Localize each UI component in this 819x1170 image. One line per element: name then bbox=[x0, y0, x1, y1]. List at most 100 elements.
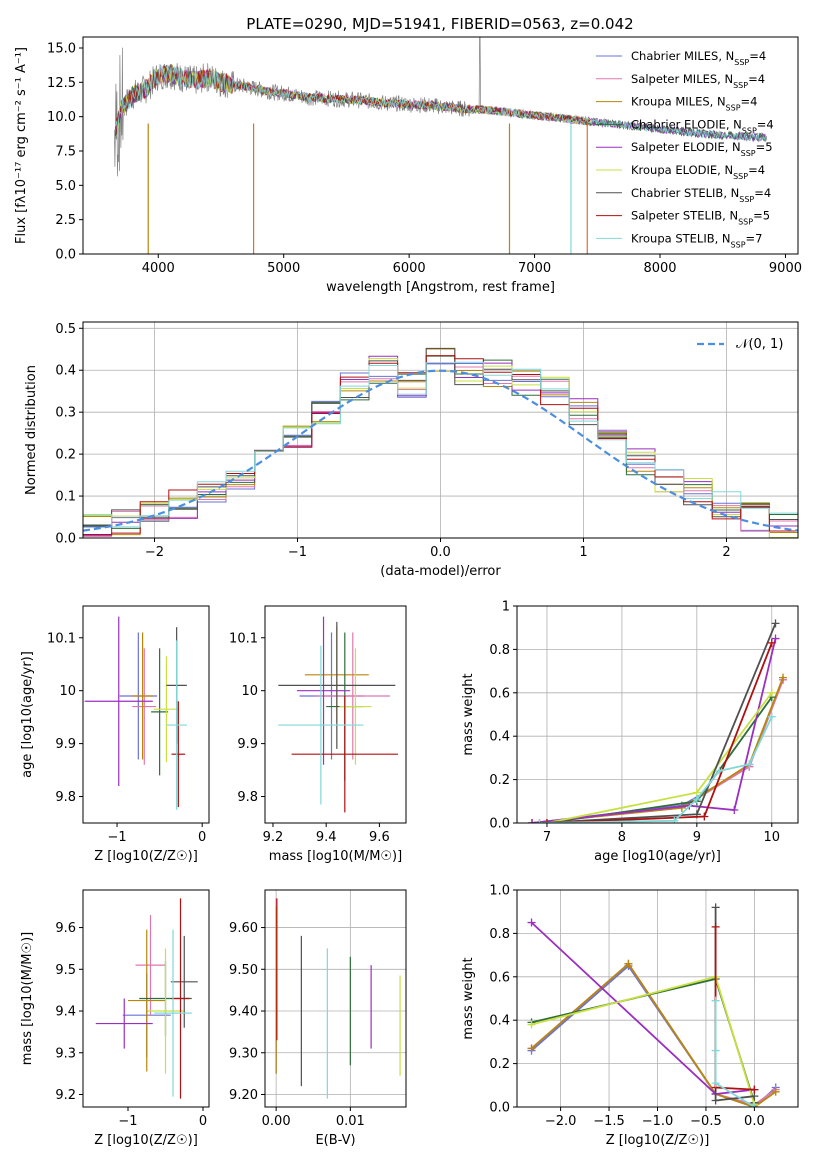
weight-marker bbox=[624, 959, 633, 968]
x-axis-label: Z [log10(Z/Z☉)] bbox=[94, 1133, 198, 1148]
weight-line-7 bbox=[714, 926, 755, 1091]
axes-frame bbox=[516, 889, 799, 1108]
y-tick-label: 9.3 bbox=[55, 1046, 76, 1061]
weight-marker bbox=[700, 812, 709, 821]
y-tick-label: 1.0 bbox=[489, 884, 510, 899]
figure-title: PLATE=0290, MJD=51941, FIBERID=0563, z=0… bbox=[246, 15, 633, 33]
legend-entry: Salpeter ELODIE, NSSP=5 bbox=[631, 140, 773, 158]
legend-entry: Chabrier MILES, NSSP=4 bbox=[631, 49, 766, 67]
y-tick-label: 2.5 bbox=[55, 213, 76, 228]
weight-marker bbox=[527, 918, 536, 927]
weight-line-4 bbox=[530, 921, 755, 1095]
x-axis-label: mass [log10(M/M☉)] bbox=[269, 849, 402, 864]
x-tick-label: −1.5 bbox=[593, 1114, 625, 1129]
y-tick-label: 9.50 bbox=[229, 963, 258, 978]
y-tick-label: 9.9 bbox=[55, 737, 76, 752]
axes-frame bbox=[82, 36, 799, 255]
x-tick-label: 9.4 bbox=[316, 830, 337, 845]
plot-area bbox=[527, 903, 780, 1107]
panel-Z-age: −1 0 9.8 9.9 10 10.1 Z [log10(Z/Z☉)] age [log10… bbox=[20, 605, 210, 864]
weight-marker bbox=[745, 760, 754, 769]
y-tick-label: 10 bbox=[59, 684, 76, 699]
legend-entry: 𝒩(0, 1) bbox=[736, 337, 783, 352]
panel-residuals: −2 −1 0.0 1 2 0.0 0.1 0.2 0.3 0.4 0.5 (data-model)/… bbox=[24, 321, 799, 579]
x-tick-label: 9.6 bbox=[369, 830, 390, 845]
y-tick-label: 0.2 bbox=[489, 1057, 510, 1072]
y-axis-label: Flux [fλ10⁻¹⁷ erg cm⁻² s⁻¹ A⁻¹] bbox=[14, 47, 29, 244]
weight-marker bbox=[750, 1085, 759, 1094]
y-tick-label: 10.1 bbox=[47, 631, 76, 646]
weight-marker bbox=[767, 712, 776, 721]
y-tick-label: 0.0 bbox=[55, 532, 76, 547]
x-axis-label: Z [log10(Z/Z☉)] bbox=[606, 1133, 710, 1148]
x-axis-label: wavelength [Angstrom, rest frame] bbox=[326, 280, 555, 295]
weight-line-8 bbox=[539, 716, 773, 823]
y-axis-label: Normed distribution bbox=[24, 365, 39, 495]
x-tick-label: 0.0 bbox=[430, 545, 451, 560]
panel-spectrum: 4000 5000 6000 7000 8000 9000 0.0 2.5 5.0 7.5 10.0… bbox=[14, 36, 802, 295]
plot-area bbox=[278, 616, 399, 813]
x-tick-label: 9.2 bbox=[263, 830, 284, 845]
x-axis-label: Z [log10(Z/Z☉)] bbox=[94, 849, 198, 864]
y-tick-label: 7.5 bbox=[55, 144, 76, 159]
y-tick-label: 10 bbox=[241, 684, 258, 699]
axes-frame bbox=[82, 321, 799, 539]
y-tick-label: 9.8 bbox=[237, 790, 258, 805]
y-tick-label: 0.6 bbox=[489, 686, 510, 701]
plot-area bbox=[527, 619, 788, 823]
weight-marker bbox=[677, 803, 686, 812]
x-tick-label: −2.0 bbox=[545, 1114, 577, 1129]
y-tick-label: 0.3 bbox=[55, 406, 76, 421]
weight-marker bbox=[711, 1079, 720, 1088]
weight-marker bbox=[730, 805, 739, 814]
x-axis-label: age [log10(age/yr)] bbox=[594, 849, 721, 864]
x-tick-label: 8000 bbox=[643, 261, 676, 276]
y-tick-label: 9.30 bbox=[229, 1046, 258, 1061]
axes-frame bbox=[82, 889, 210, 1108]
y-tick-label: 1 bbox=[502, 600, 510, 615]
x-tick-label: 7000 bbox=[518, 261, 551, 276]
model-line-7 bbox=[115, 64, 591, 137]
weight-marker bbox=[527, 819, 536, 823]
weight-marker bbox=[779, 673, 788, 682]
x-tick-label: 10 bbox=[763, 830, 780, 845]
weight-line-8 bbox=[714, 1000, 755, 1107]
legend-entry: Kroupa MILES, NSSP=4 bbox=[631, 95, 757, 113]
weight-marker bbox=[692, 795, 701, 804]
weight-marker bbox=[711, 1096, 720, 1105]
chart-layer: 4000 5000 6000 7000 8000 90000.02.55.07.510.0… bbox=[14, 36, 802, 1148]
legend-entry: Salpeter MILES, NSSP=4 bbox=[631, 72, 765, 90]
x-tick-label: 0.0 bbox=[744, 1114, 765, 1129]
y-tick-label: 0.1 bbox=[55, 490, 76, 505]
weight-marker bbox=[711, 922, 720, 931]
weight-marker bbox=[542, 819, 551, 823]
y-tick-label: 0.6 bbox=[489, 970, 510, 985]
plot-area bbox=[84, 616, 187, 810]
x-axis-label: (data-model)/error bbox=[380, 564, 501, 579]
y-tick-label: 0.0 bbox=[489, 1101, 510, 1116]
y-axis-label: age [log10(age/yr)] bbox=[20, 651, 35, 778]
y-tick-label: 0.5 bbox=[55, 322, 76, 337]
normal-curve bbox=[83, 369, 798, 532]
y-tick-label: 15.0 bbox=[47, 41, 76, 56]
y-tick-label: 9.6 bbox=[55, 921, 76, 936]
y-tick-label: 9.9 bbox=[237, 737, 258, 752]
panel-mass-age: 9.2 9.4 9.6 9.8 9.9 10 10.1 mass [log10(M/M☉)] bbox=[229, 605, 407, 864]
y-tick-label: 0.0 bbox=[489, 817, 510, 832]
x-tick-label: 4000 bbox=[142, 261, 175, 276]
y-tick-label: 12.5 bbox=[47, 76, 76, 91]
histogram-8 bbox=[83, 361, 798, 538]
x-tick-label: −1.0 bbox=[642, 1114, 674, 1129]
y-tick-label: 10.0 bbox=[47, 110, 76, 125]
y-tick-label: 9.8 bbox=[55, 790, 76, 805]
axes-frame bbox=[264, 605, 407, 824]
weight-marker bbox=[750, 1103, 759, 1107]
x-tick-label: 5000 bbox=[267, 261, 300, 276]
x-tick-label: 7 bbox=[543, 830, 551, 845]
x-axis-label: E(B-V) bbox=[315, 1133, 355, 1148]
plot-area bbox=[83, 347, 798, 538]
panel-Z-weight: −2.0 −1.5 −1.0 −0.5 0.0 0.0 0.2 0.4 0.6 0.8 1.0 Z [… bbox=[461, 884, 799, 1148]
weight-marker bbox=[527, 1044, 536, 1053]
weight-line-0 bbox=[531, 679, 784, 823]
